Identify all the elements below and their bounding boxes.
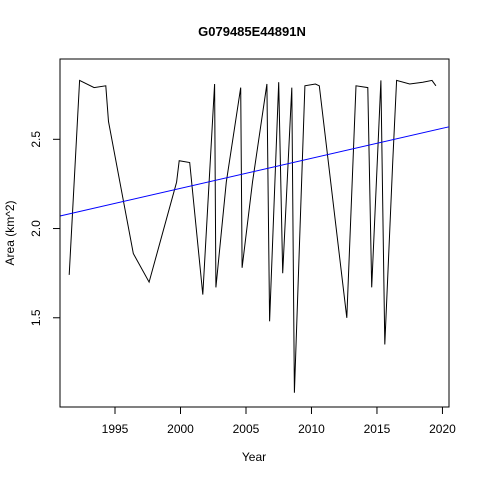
- x-tick-label: 2020: [429, 422, 456, 436]
- series-line-trend: [59, 126, 450, 217]
- x-tick-label: 2000: [167, 422, 194, 436]
- x-axis: 1995 2000 2005 2010 2015 2020: [102, 406, 456, 436]
- x-tick-label: 1995: [102, 422, 129, 436]
- x-tick-label: 2015: [364, 422, 391, 436]
- y-axis-title: Area (km^2): [3, 201, 17, 266]
- y-axis: 1.5 2.0 2.5: [29, 131, 61, 326]
- y-tick-label: 1.5: [29, 309, 43, 326]
- y-tick-label: 2.0: [29, 220, 43, 237]
- x-tick-label: 2010: [298, 422, 325, 436]
- y-tick-label: 2.5: [29, 131, 43, 148]
- chart-title: G079485E44891N: [198, 24, 306, 39]
- plot-area: [59, 79, 450, 393]
- series-line-area: [68, 79, 437, 393]
- x-tick-label: 2005: [233, 422, 260, 436]
- x-axis-title: Year: [242, 450, 266, 464]
